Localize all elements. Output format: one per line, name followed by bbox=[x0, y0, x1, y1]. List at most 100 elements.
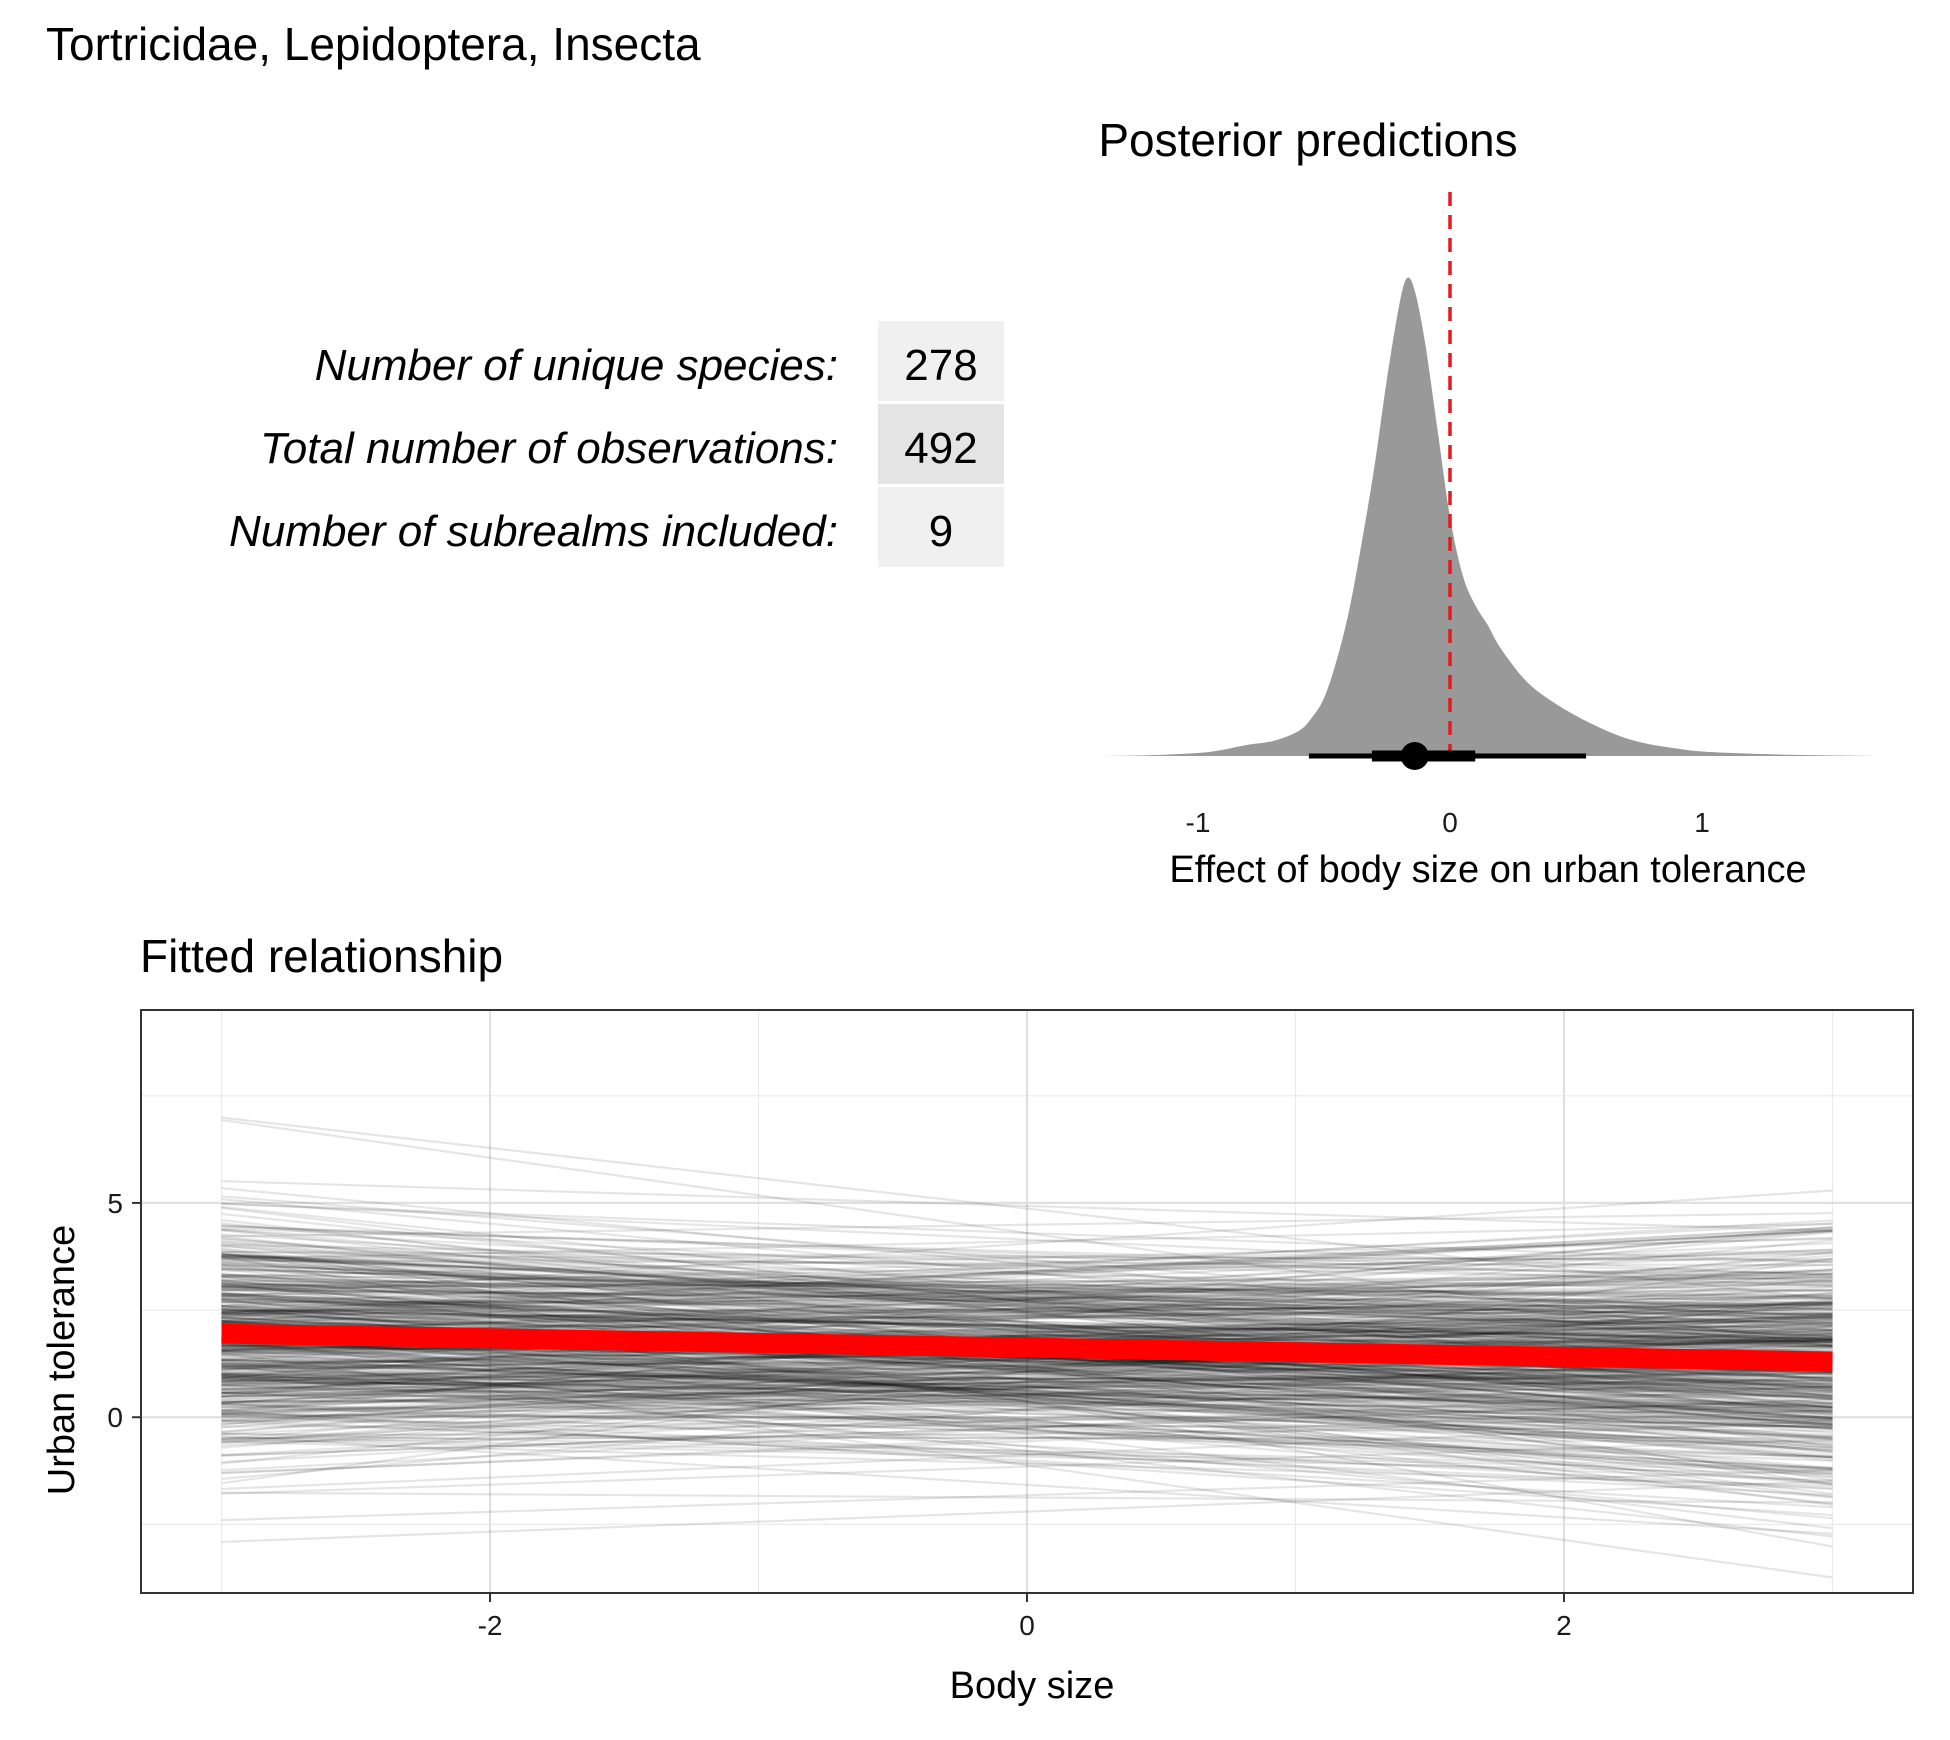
fitted-x-ticks: -2 0 2 bbox=[478, 1593, 1572, 1641]
posterior-draw-line bbox=[221, 1366, 1833, 1398]
stats-table: Number of unique species: 278 Total number… bbox=[229, 321, 1004, 567]
posterior-draw-line bbox=[221, 1376, 1833, 1382]
posterior-draw-line bbox=[221, 1316, 1833, 1353]
posterior-draw-line bbox=[221, 1304, 1833, 1420]
posterior-draw-line bbox=[221, 1342, 1833, 1446]
posterior-draw-line bbox=[221, 1298, 1833, 1315]
posterior-draw-line bbox=[221, 1361, 1833, 1415]
posterior-draw-line bbox=[221, 1371, 1833, 1447]
posterior-x-tick-label: 0 bbox=[1442, 807, 1458, 838]
posterior-draw-line bbox=[221, 1354, 1833, 1442]
posterior-draw-line bbox=[221, 1302, 1833, 1433]
posterior-draw-line bbox=[221, 1252, 1833, 1342]
posterior-draw-line bbox=[221, 1325, 1833, 1412]
posterior-draw-line bbox=[221, 1335, 1833, 1454]
posterior-draw-line bbox=[221, 1281, 1833, 1331]
stat-value: 492 bbox=[904, 424, 977, 473]
posterior-draw-line bbox=[221, 1250, 1833, 1415]
posterior-draw-line bbox=[221, 1251, 1833, 1292]
posterior-draw-line bbox=[221, 1424, 1833, 1443]
posterior-draw-line bbox=[221, 1253, 1833, 1357]
posterior-draw-line bbox=[221, 1227, 1833, 1276]
posterior-draw-line bbox=[221, 1314, 1833, 1338]
posterior-draw-line bbox=[221, 1392, 1833, 1412]
posterior-draw-line bbox=[221, 1263, 1833, 1338]
posterior-draw-line bbox=[221, 1241, 1833, 1318]
posterior-draw-line bbox=[221, 1292, 1833, 1429]
posterior-draw-line bbox=[221, 1438, 1833, 1495]
posterior-draw-line bbox=[221, 1341, 1833, 1471]
posterior-draw-line bbox=[221, 1382, 1833, 1419]
posterior-draw-line bbox=[221, 1419, 1833, 1491]
posterior-draw-line bbox=[221, 1222, 1833, 1260]
posterior-draw-line bbox=[221, 1367, 1833, 1380]
posterior-draw-line bbox=[221, 1278, 1833, 1327]
posterior-draw-line bbox=[221, 1346, 1833, 1419]
posterior-draw-line bbox=[221, 1251, 1833, 1414]
posterior-draw-line bbox=[221, 1374, 1833, 1419]
posterior-draw-line bbox=[221, 1118, 1833, 1348]
posterior-x-label: Effect of body size on urban tolerance bbox=[1169, 849, 1806, 891]
posterior-draw-line bbox=[221, 1391, 1833, 1459]
posterior-draw-line bbox=[221, 1354, 1833, 1436]
posterior-draw-line bbox=[221, 1257, 1833, 1417]
posterior-draw-line bbox=[221, 1491, 1833, 1504]
posterior-draw-line bbox=[221, 1269, 1833, 1313]
posterior-draw-line bbox=[221, 1387, 1833, 1406]
posterior-draw-line bbox=[221, 1252, 1833, 1326]
posterior-draw-line bbox=[221, 1300, 1833, 1323]
posterior-draw-line bbox=[221, 1408, 1833, 1474]
posterior-draw-line bbox=[221, 1284, 1833, 1340]
stat-value: 9 bbox=[929, 507, 953, 556]
posterior-draw-line bbox=[221, 1415, 1833, 1459]
posterior-draw-line bbox=[221, 1374, 1833, 1446]
posterior-draw-line bbox=[221, 1323, 1833, 1486]
posterior-draw-line bbox=[221, 1414, 1833, 1426]
posterior-draw-line bbox=[221, 1358, 1833, 1424]
fitted-title: Fitted relationship bbox=[140, 930, 503, 982]
posterior-draw-line bbox=[221, 1315, 1833, 1401]
posterior-draw-line bbox=[221, 1218, 1833, 1406]
posterior-draw-line bbox=[221, 1379, 1833, 1410]
posterior-draw-line bbox=[221, 1282, 1833, 1478]
posterior-draw-line bbox=[221, 1359, 1833, 1421]
posterior-draw-line bbox=[221, 1398, 1833, 1457]
posterior-draw-line bbox=[221, 1198, 1833, 1348]
posterior-draw-line bbox=[221, 1252, 1833, 1393]
fitted-y-tick-label: 5 bbox=[107, 1188, 123, 1219]
posterior-draw-line bbox=[221, 1320, 1833, 1444]
posterior-draw-line bbox=[221, 1285, 1833, 1332]
posterior-draw-line bbox=[221, 1432, 1833, 1444]
posterior-draw-line bbox=[221, 1320, 1833, 1331]
posterior-draw-line bbox=[221, 1289, 1833, 1307]
posterior-draw-line bbox=[221, 1255, 1833, 1332]
posterior-draw-line bbox=[221, 1359, 1833, 1374]
posterior-draw-line bbox=[221, 1324, 1833, 1470]
posterior-draw-line bbox=[221, 1273, 1833, 1290]
posterior-draw-line bbox=[221, 1371, 1833, 1471]
posterior-draw-line bbox=[221, 1229, 1833, 1323]
stat-cell-bg bbox=[878, 404, 1004, 484]
posterior-draw-line bbox=[221, 1373, 1833, 1520]
posterior-draw-line bbox=[221, 1330, 1833, 1457]
posterior-draw-line bbox=[221, 1434, 1833, 1535]
posterior-draw-line bbox=[221, 1296, 1833, 1330]
posterior-draw-line bbox=[221, 1251, 1833, 1486]
posterior-draw-line bbox=[221, 1309, 1833, 1341]
fitted-x-tick-label: 0 bbox=[1019, 1610, 1035, 1641]
posterior-draw-line bbox=[221, 1365, 1833, 1475]
posterior-draw-line bbox=[221, 1419, 1833, 1432]
posterior-draw-line bbox=[221, 1226, 1833, 1316]
posterior-draw-line bbox=[221, 1289, 1833, 1308]
posterior-draw-line bbox=[221, 1394, 1833, 1397]
posterior-draw-line bbox=[221, 1309, 1833, 1316]
posterior-draw-line bbox=[221, 1261, 1833, 1354]
posterior-draw-line bbox=[221, 1410, 1833, 1497]
posterior-draw-line bbox=[221, 1369, 1833, 1404]
posterior-draw-line bbox=[221, 1255, 1833, 1548]
posterior-draw-line bbox=[221, 1309, 1833, 1341]
posterior-draw-line bbox=[221, 1300, 1833, 1343]
posterior-point-estimate bbox=[1400, 742, 1429, 770]
posterior-draw-line bbox=[221, 1219, 1833, 1314]
posterior-draw-line bbox=[221, 1367, 1833, 1421]
